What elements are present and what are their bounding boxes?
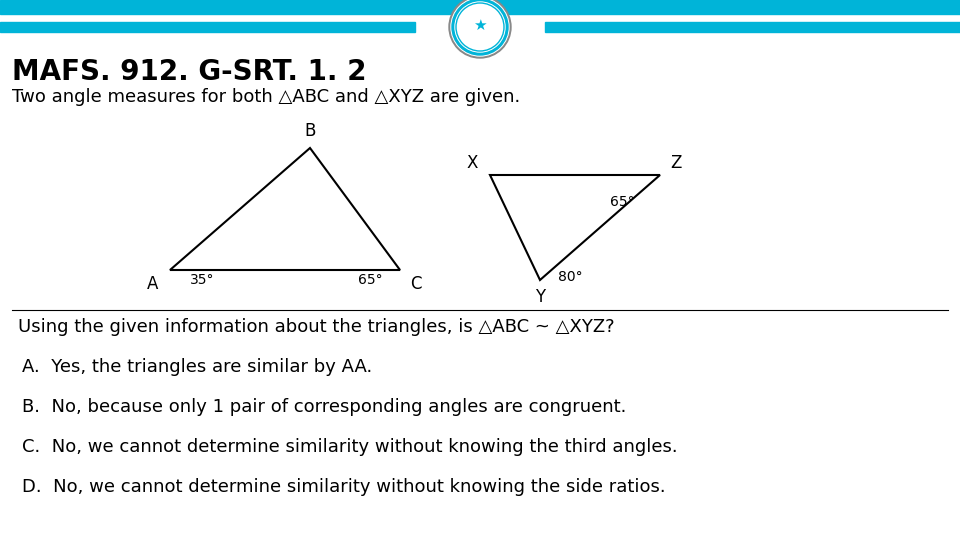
Text: 80°: 80°	[558, 270, 583, 284]
Bar	[0, 22, 415, 32]
Text: Z: Z	[670, 154, 682, 172]
Text: B: B	[304, 122, 316, 140]
Text: A.  Yes, the triangles are similar by AA.: A. Yes, the triangles are similar by AA.	[22, 358, 372, 376]
Text: C: C	[410, 275, 421, 293]
Circle shape	[449, 0, 511, 58]
Text: X: X	[467, 154, 478, 172]
Text: 35°: 35°	[190, 273, 214, 287]
Text: Two angle measures for both △ABC and △XYZ are given.: Two angle measures for both △ABC and △XY…	[12, 88, 520, 106]
Circle shape	[452, 0, 508, 55]
Bar	[0, 0, 960, 14]
Text: A: A	[147, 275, 158, 293]
Text: B.  No, because only 1 pair of corresponding angles are congruent.: B. No, because only 1 pair of correspond…	[22, 398, 626, 416]
Text: Y: Y	[535, 288, 545, 306]
Text: ★: ★	[473, 17, 487, 32]
Bar	[545, 22, 960, 32]
Text: D.  No, we cannot determine similarity without knowing the side ratios.: D. No, we cannot determine similarity wi…	[22, 478, 665, 496]
Circle shape	[455, 2, 505, 52]
Text: 65°: 65°	[610, 195, 635, 209]
Text: MAFS. 912. G-SRT. 1. 2: MAFS. 912. G-SRT. 1. 2	[12, 58, 367, 86]
Circle shape	[451, 0, 509, 56]
Text: C.  No, we cannot determine similarity without knowing the third angles.: C. No, we cannot determine similarity wi…	[22, 438, 678, 456]
Text: Using the given information about the triangles, is △ABC ~ △XYZ?: Using the given information about the tr…	[18, 318, 614, 336]
Text: 65°: 65°	[358, 273, 382, 287]
